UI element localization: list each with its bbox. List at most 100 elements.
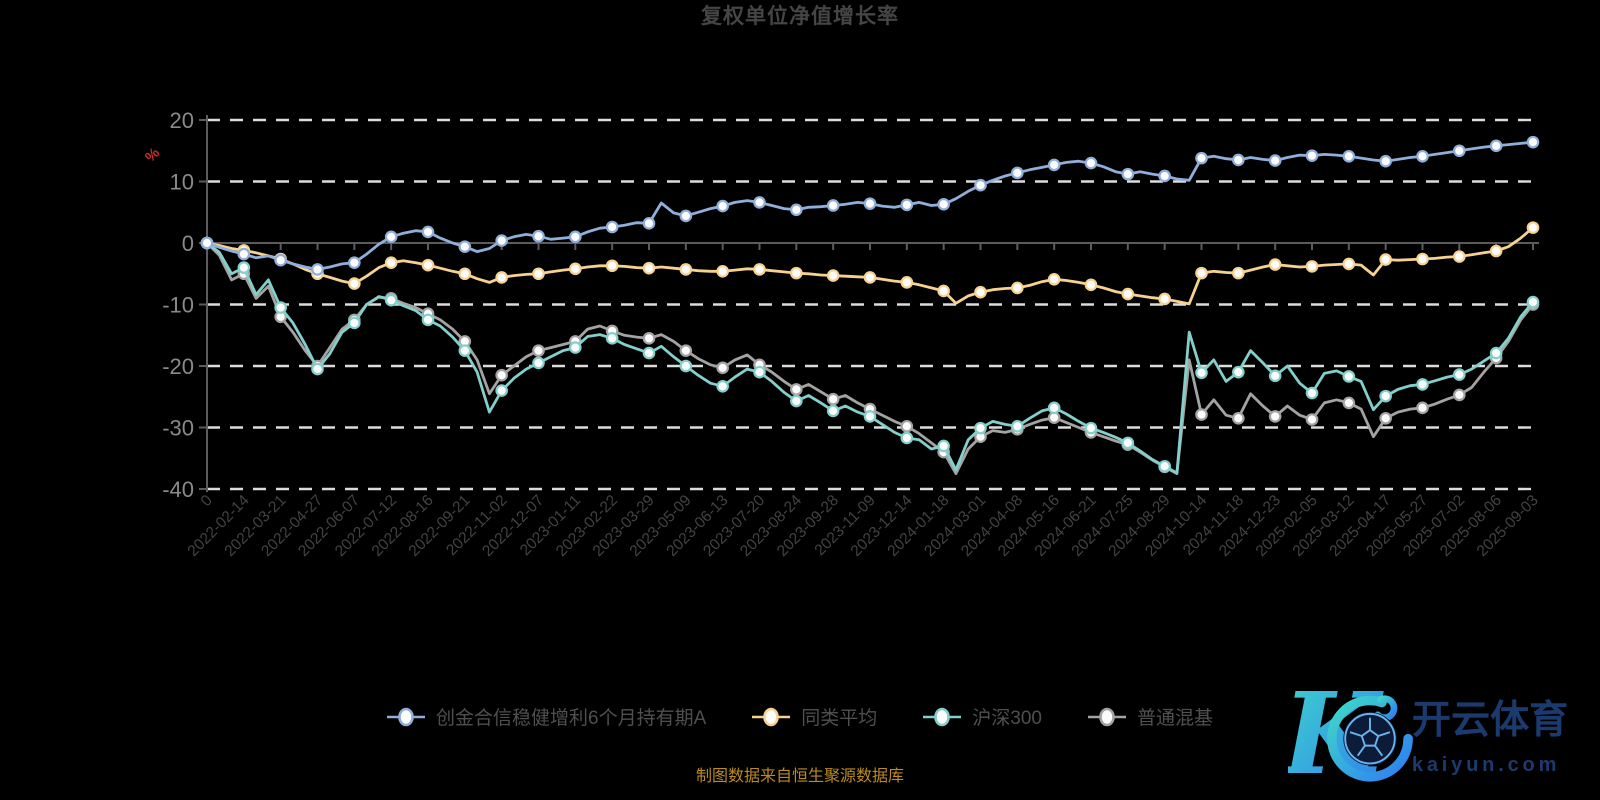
data-point-marker bbox=[458, 240, 472, 253]
data-point-marker bbox=[1379, 389, 1392, 403]
x-axis-tick-label: 0 bbox=[198, 492, 216, 510]
data-point-marker bbox=[863, 197, 877, 210]
data-source-note: 制图数据来自恒生聚源数据库 bbox=[695, 768, 904, 785]
data-point-marker bbox=[1379, 253, 1392, 266]
data-point-marker bbox=[679, 209, 693, 223]
data-point-marker bbox=[1489, 244, 1503, 258]
data-point-marker bbox=[569, 230, 582, 244]
data-point-marker bbox=[311, 362, 324, 376]
data-point-marker bbox=[1195, 366, 1208, 380]
series-2 bbox=[200, 236, 1540, 475]
data-point-marker bbox=[826, 404, 840, 418]
y-axis-tick-label: 0 bbox=[182, 231, 194, 256]
soccer-ball-icon bbox=[1343, 711, 1397, 766]
data-point-marker bbox=[1453, 388, 1466, 402]
data-point-marker bbox=[1416, 149, 1429, 163]
data-point-marker bbox=[605, 220, 619, 234]
data-point-marker bbox=[1011, 281, 1024, 295]
legend-label: 创金合信稳健增利6个月持有期A bbox=[436, 708, 707, 729]
data-point-marker bbox=[1342, 257, 1356, 271]
data-point-marker bbox=[716, 361, 729, 375]
data-point-marker bbox=[1011, 166, 1024, 180]
data-point-marker bbox=[716, 199, 729, 213]
data-point-marker bbox=[532, 344, 545, 357]
data-point-marker bbox=[937, 439, 950, 453]
data-point-marker bbox=[1305, 260, 1319, 273]
data-point-marker bbox=[495, 234, 508, 247]
legend-marker-icon bbox=[1087, 707, 1126, 726]
data-point-marker bbox=[495, 384, 508, 397]
legend-label: 同类平均 bbox=[801, 708, 878, 729]
data-point-marker bbox=[1342, 149, 1356, 163]
data-point-marker bbox=[1158, 459, 1171, 473]
data-point-marker bbox=[274, 253, 287, 267]
data-point-marker bbox=[1011, 419, 1024, 433]
data-point-marker bbox=[495, 271, 508, 284]
data-point-marker bbox=[384, 230, 398, 244]
data-point-marker bbox=[1416, 378, 1429, 391]
data-point-marker bbox=[1121, 167, 1135, 181]
data-point-marker bbox=[1158, 292, 1171, 306]
data-point-marker bbox=[1453, 250, 1466, 263]
data-point-marker bbox=[1342, 370, 1356, 383]
data-point-marker bbox=[900, 198, 914, 212]
data-point-marker bbox=[569, 341, 582, 354]
data-point-marker bbox=[1232, 365, 1245, 379]
y-axis-tick-label: -40 bbox=[162, 477, 194, 502]
data-point-marker bbox=[826, 269, 840, 282]
data-point-marker bbox=[348, 256, 361, 269]
watermark-domain: kaiyun.com bbox=[1412, 754, 1560, 776]
legend-item-0[interactable]: 创金合信稳健增利6个月持有期A bbox=[387, 703, 706, 730]
legend: 创金合信稳健增利6个月持有期A 同类平均 沪深300 普通混基 bbox=[0, 703, 1600, 730]
data-point-marker bbox=[1047, 158, 1061, 172]
data-point-marker bbox=[679, 359, 693, 373]
legend-item-2[interactable]: 沪深300 bbox=[923, 703, 1042, 730]
data-point-marker bbox=[1232, 153, 1245, 167]
data-point-marker bbox=[1047, 272, 1061, 286]
data-point-marker bbox=[863, 271, 877, 284]
data-point-marker bbox=[532, 356, 545, 370]
data-point-marker bbox=[753, 263, 766, 276]
legend-item-3[interactable]: 普通混基 bbox=[1087, 703, 1213, 730]
data-point-marker bbox=[495, 368, 508, 382]
data-point-marker bbox=[1453, 144, 1466, 158]
data-point-marker bbox=[421, 225, 435, 239]
data-point-marker bbox=[458, 267, 472, 281]
legend-marker-icon bbox=[752, 707, 791, 726]
y-axis-tick-label: -20 bbox=[162, 354, 194, 379]
data-point-marker bbox=[716, 379, 729, 393]
data-point-marker bbox=[642, 261, 656, 275]
data-point-marker bbox=[1526, 295, 1540, 309]
data-point-marker bbox=[532, 267, 545, 281]
data-point-marker bbox=[900, 431, 914, 445]
data-point-marker bbox=[458, 344, 472, 357]
y-axis-tick-label: -10 bbox=[162, 293, 194, 318]
data-point-marker bbox=[790, 266, 803, 280]
data-point-marker bbox=[900, 419, 914, 433]
data-point-marker bbox=[1195, 266, 1208, 280]
data-point-marker bbox=[679, 263, 693, 276]
legend-label: 普通混基 bbox=[1136, 708, 1213, 729]
data-point-marker bbox=[900, 276, 914, 289]
series-line-1 bbox=[205, 226, 1535, 306]
data-point-marker bbox=[1305, 149, 1319, 162]
data-point-marker bbox=[753, 196, 766, 209]
data-point-marker bbox=[1268, 369, 1282, 383]
data-point-marker bbox=[1121, 436, 1135, 450]
data-point-marker bbox=[605, 332, 619, 345]
data-point-marker bbox=[1084, 156, 1098, 170]
watermark-brand: 开云体育 bbox=[1412, 699, 1568, 742]
data-point-marker bbox=[1526, 135, 1540, 149]
data-point-marker bbox=[790, 383, 803, 396]
legend-item-1[interactable]: 同类平均 bbox=[752, 703, 877, 730]
data-point-marker bbox=[1305, 386, 1319, 400]
kaiyun-logo-icon: K 开云体育 kaiyun.com bbox=[1279, 667, 1568, 800]
data-point-marker bbox=[974, 421, 987, 435]
legend-marker-icon bbox=[923, 707, 962, 726]
data-point-marker bbox=[1232, 266, 1245, 280]
chart-title: 复权单位净值增长率 bbox=[701, 5, 899, 28]
